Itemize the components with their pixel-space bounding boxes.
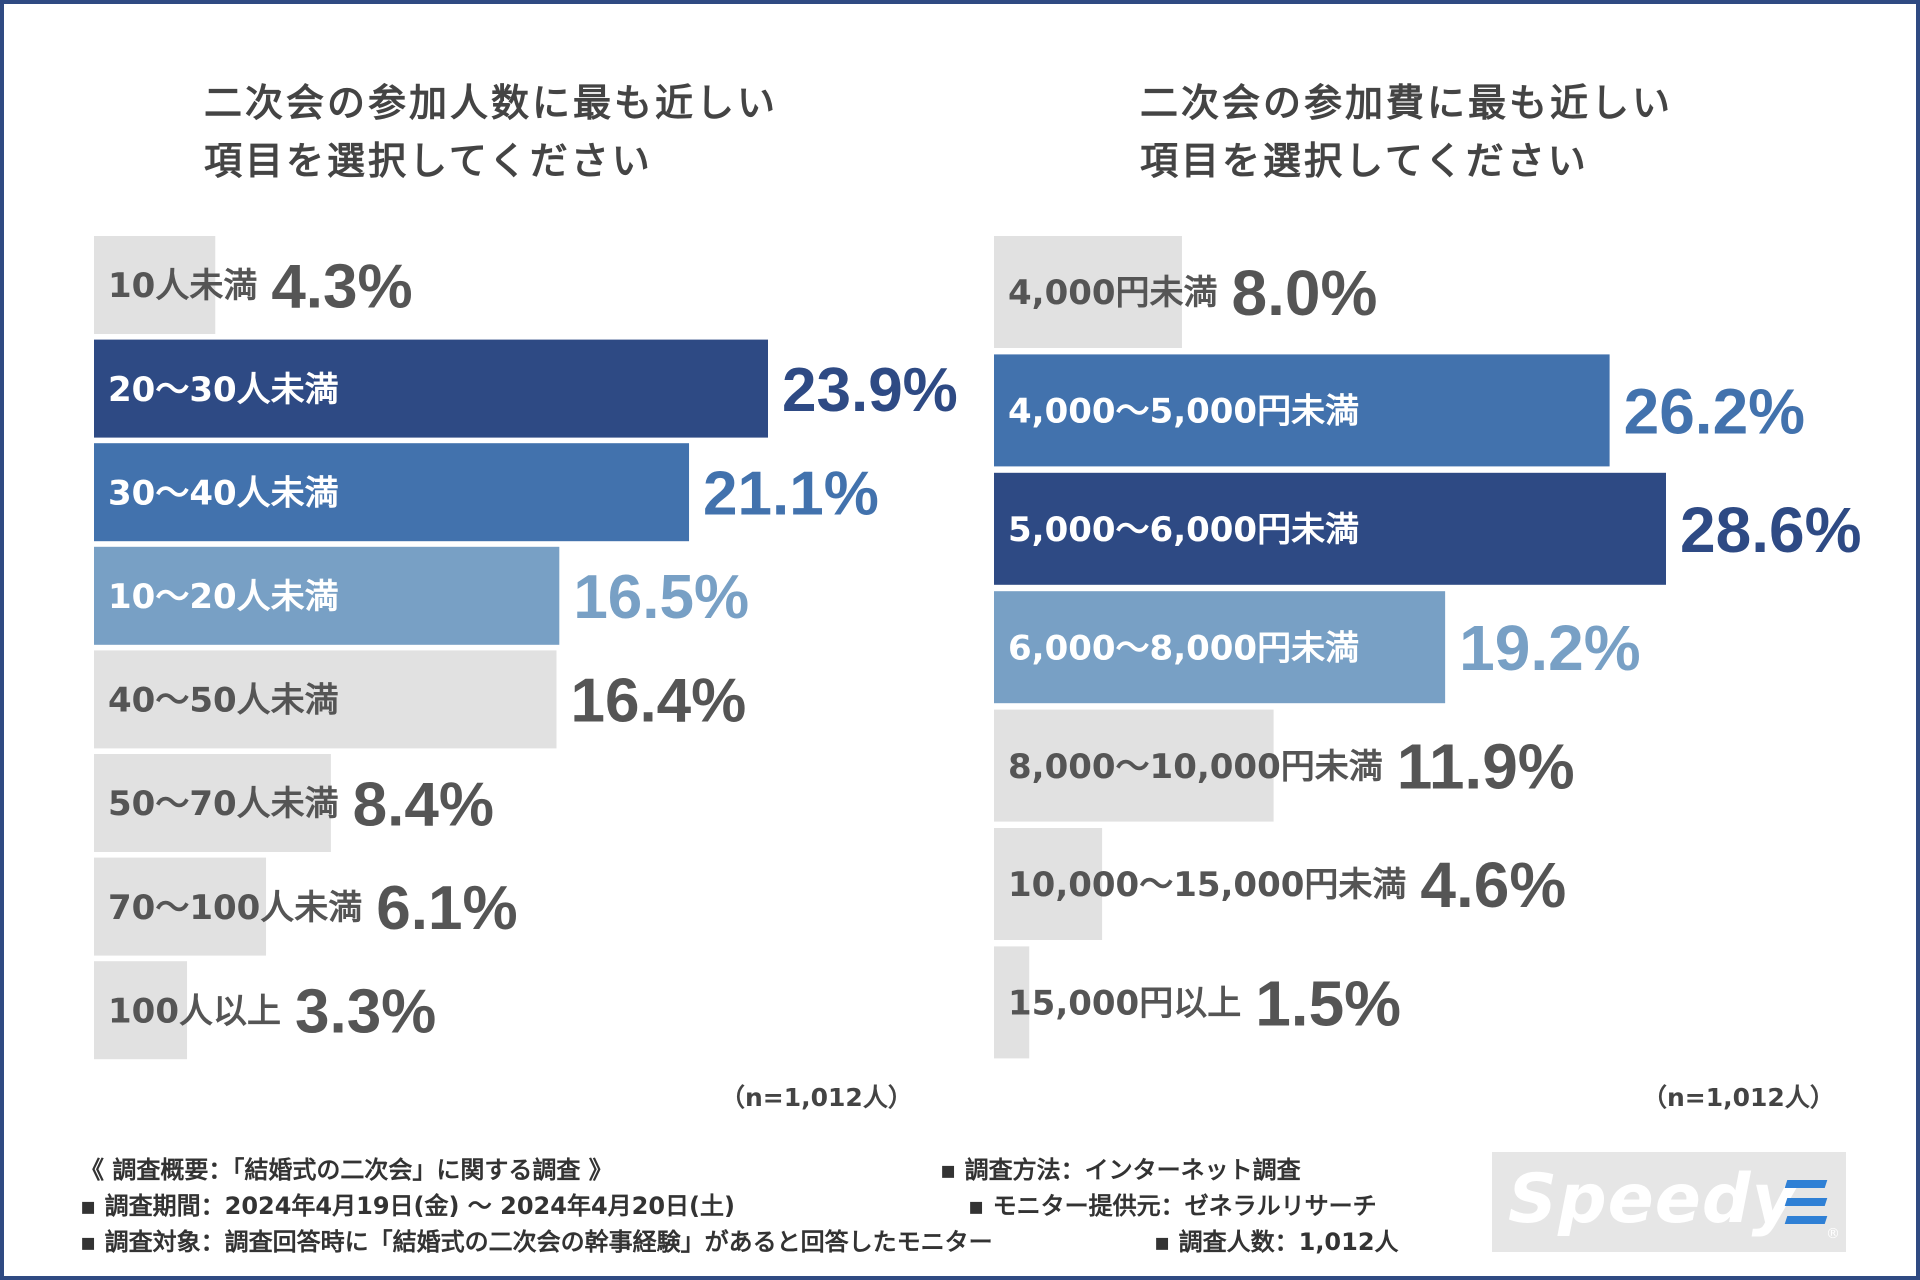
category-label: 100人以上 [108,991,281,1031]
logo-wordmark: Speedy [1508,1160,1797,1239]
chart-title-line: 項目を選択してください [204,139,653,183]
logo-lines-icon [1784,1180,1828,1224]
category-label: 10,000～15,000円未満 [1008,865,1406,905]
survey-period: ▪ 調査期間：2024年4月19日(金) ～ 2024年4月20日(土) [80,1192,735,1220]
value-label: 1.5% [1255,967,1401,1039]
value-label: 6.1% [376,874,517,943]
bar [94,339,768,438]
bar-chart-participants: 10人未満 4.3% 20～30人未満 23.9% 30～40人未満 21.1% 10～20… [94,236,958,1060]
bar [994,236,1182,348]
value-label: 23.9% [782,356,958,425]
bar [994,946,1030,1059]
chart-title-fee: 二次会の参加費に最も近しい 項目を選択してください [1140,74,1673,190]
category-label: 8,000～10,000円未満 [1008,747,1383,787]
value-label: 4.3% [271,252,412,321]
chart-title-participants: 二次会の参加人数に最も近しい 項目を選択してください [204,74,778,190]
bar-chart-fee: 4,000円未満 8.0% 4,000～5,000円未満 26.2% 5,000～6,0… [994,236,1861,1059]
category-label: 5,000～6,000円未満 [1008,510,1359,550]
bar [94,650,557,749]
survey-target: ▪ 調査対象：調査回答時に「結婚式の二次会の幹事経験」があると回答したモニター [80,1228,993,1256]
category-label: 70～100人未満 [108,888,362,928]
value-label: 16.4% [570,667,746,736]
bar [994,709,1274,822]
value-label: 26.2% [1624,375,1805,447]
value-label: 8.0% [1232,257,1378,329]
value-label: 21.1% [703,460,879,529]
registered-trademark-icon: ® [1826,1226,1840,1242]
sample-size-label-fee: （n=1,012人） [1642,1083,1835,1112]
bar [94,236,216,334]
category-label: 40～50人未満 [108,681,339,721]
value-label: 3.3% [295,978,436,1047]
bar [994,354,1610,467]
survey-count: ▪ 調査人数：1,012人 [1154,1228,1399,1256]
value-label: 28.6% [1680,494,1861,566]
survey-summary: 《 調査概要：「結婚式の二次会」に関する調査 》 [80,1156,613,1184]
bar [94,961,188,1060]
category-label: 6,000～8,000円未満 [1008,628,1359,668]
category-label: 10人未満 [108,266,257,306]
speedy-logo: Speedy ® [1492,1152,1846,1252]
category-label: 10～20人未満 [108,577,339,617]
value-label: 8.4% [353,770,494,839]
chart-title-line: 二次会の参加人数に最も近しい [204,81,779,125]
bar [94,546,560,645]
category-label: 15,000円以上 [1008,984,1241,1024]
bar [994,472,1666,585]
sample-size-label-participants: （n=1,012人） [720,1083,913,1112]
chart-title-line: 二次会の参加費に最も近しい [1140,81,1674,125]
bar [94,754,331,852]
bar [994,828,1103,940]
category-label: 4,000円未満 [1008,273,1218,313]
survey-provider: ▪ モニター提供元：ゼネラルリサーチ [968,1192,1377,1220]
category-label: 30～40人未満 [108,473,339,513]
chart-title-line: 項目を選択してください [1140,139,1589,183]
bar [94,443,690,542]
survey-method: ▪ 調査方法：インターネット調査 [940,1156,1301,1184]
category-label: 20～30人未満 [108,370,339,410]
value-label: 4.6% [1420,849,1566,921]
category-label: 4,000～5,000円未満 [1008,392,1359,432]
bar [94,857,267,956]
bar [994,591,1446,704]
value-label: 16.5% [573,563,749,632]
value-label: 11.9% [1397,731,1575,803]
bar-charts: 10人未満 4.3% 20～30人未満 23.9% 30～40人未満 21.1% 10～20… [94,236,1861,1060]
category-label: 50～70人未満 [108,784,339,824]
value-label: 19.2% [1459,612,1640,684]
